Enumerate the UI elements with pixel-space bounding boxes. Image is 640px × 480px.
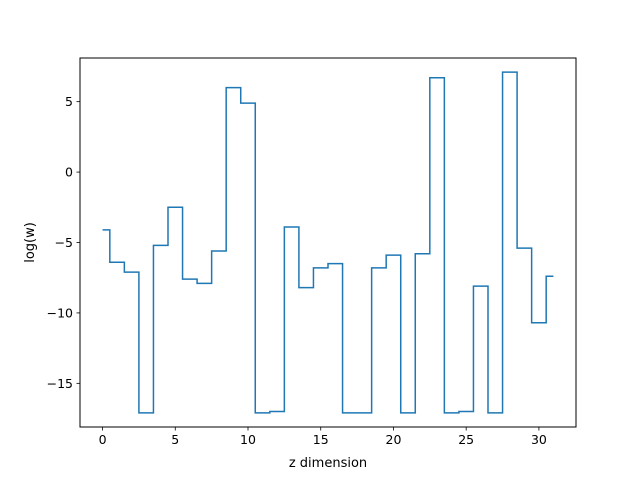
y-tick-label: 0 [65,165,73,180]
x-axis-label: z dimension [289,456,367,471]
y-axis-ticks: −15 −10 −5 0 5 [47,94,80,391]
y-tick-label: −15 [47,376,73,391]
y-tick-label: 5 [65,94,73,109]
y-axis-label: log(w) [23,222,38,263]
x-tick-label: 5 [171,432,179,447]
series-layer [102,71,554,414]
x-tick-label: 30 [531,432,547,447]
y-tick-label: −5 [55,235,73,250]
x-axis-ticks: 0 5 10 15 20 25 30 [99,427,547,447]
series-line-0 [102,71,554,414]
x-tick-label: 0 [99,432,107,447]
x-tick-label: 10 [240,432,256,447]
y-tick-label: −10 [47,305,73,320]
x-tick-label: 25 [458,432,474,447]
x-tick-label: 20 [386,432,402,447]
x-tick-label: 15 [313,432,329,447]
